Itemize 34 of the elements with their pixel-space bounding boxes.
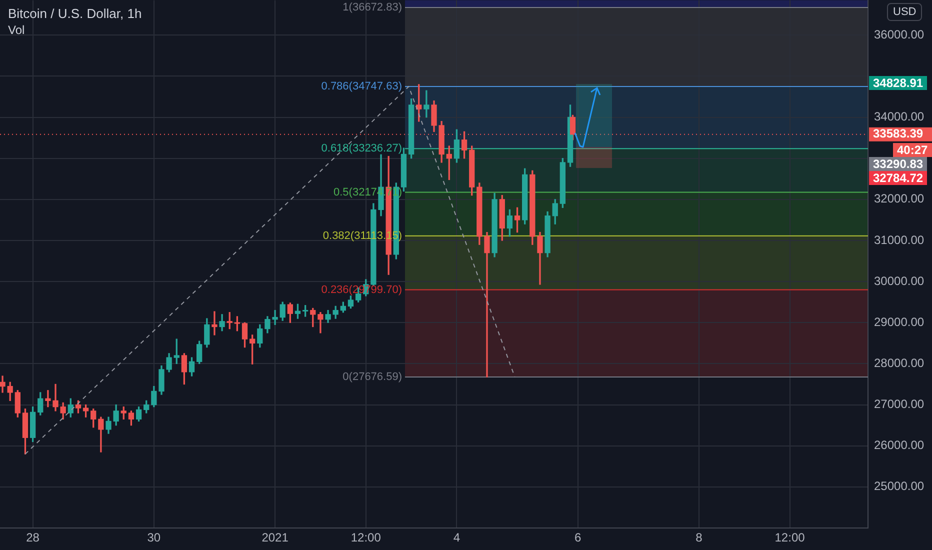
y-tick-label: 28000.00	[874, 356, 924, 370]
y-tick-label: 31000.00	[874, 232, 924, 247]
x-tick-label: 8	[696, 530, 703, 545]
y-axis-title: USD	[887, 3, 922, 21]
text: 34828.91	[869, 76, 928, 90]
x-tick-label: 12:00	[774, 530, 806, 545]
y-tick-label: 34000.00	[874, 110, 924, 124]
text: 32784.72	[869, 171, 928, 185]
y-tick-label: 26000.00	[874, 438, 924, 452]
y-tick-label: 36000.00	[874, 27, 924, 42]
y-tick-label: 27000.00	[874, 397, 924, 412]
ref-line-label: 0.618(33236.27)	[321, 142, 402, 155]
x-tick-label: 12:00	[350, 530, 382, 545]
ref-line-label: 0(27676.59)	[342, 371, 402, 384]
x-tick-label: 30	[147, 530, 161, 545]
candlestick	[212, 311, 218, 336]
annotation: Vol	[8, 23, 25, 37]
ref-line-label: 0.786(34747.63)	[321, 80, 402, 93]
x-tick-label: 6	[574, 530, 582, 545]
x-tick-label: 2021	[262, 530, 289, 545]
ref-line-label: 1(36672.83)	[342, 2, 402, 14]
candlestick	[424, 90, 430, 118]
text: Bitcoin / U.S. Dollar, 1h	[8, 6, 142, 21]
x-tick-label: 4	[453, 530, 460, 545]
text: 33290.83	[869, 157, 928, 171]
candlestick	[484, 232, 490, 378]
y-tick-label: 29000.00	[874, 314, 924, 329]
x-tick-label: 28	[26, 530, 40, 545]
ref-line-label: 33583.39	[873, 126, 924, 141]
y-tick-label: 25000.00	[874, 479, 924, 494]
candlestick	[0, 376, 6, 393]
y-tick-label: 30000.00	[874, 274, 924, 288]
y-tick-label: 32000.00	[874, 192, 924, 206]
text: 40:27	[893, 143, 932, 157]
